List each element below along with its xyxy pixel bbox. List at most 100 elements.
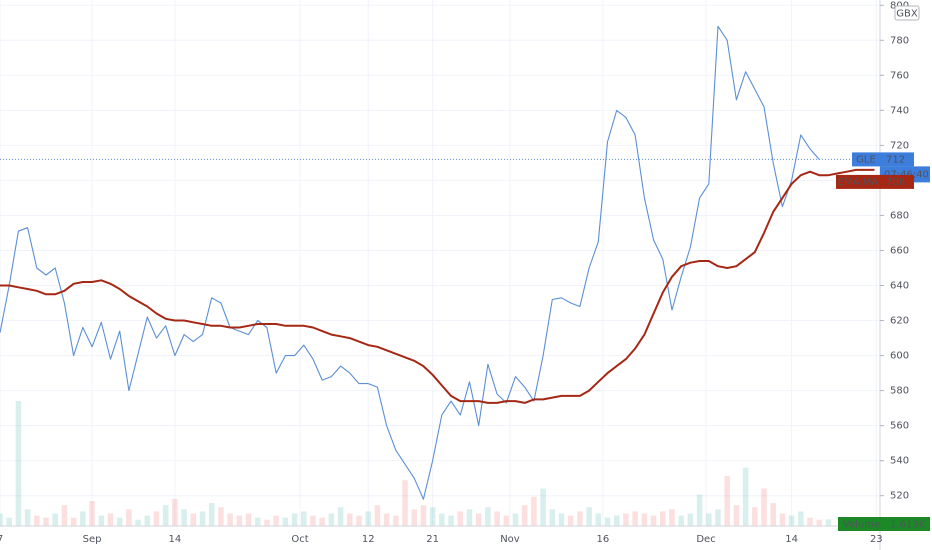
volume-bar — [116, 517, 123, 526]
series-name: EMA:MA — [838, 177, 879, 188]
volume-bar — [347, 513, 353, 526]
volume-bar — [291, 513, 298, 526]
volume-bar — [475, 513, 482, 526]
volume-bar — [521, 505, 528, 526]
volume-bar — [98, 515, 105, 526]
series-name-box — [852, 152, 880, 167]
volume-bar — [107, 513, 114, 526]
volume-bar — [162, 505, 169, 526]
volume-bar — [172, 498, 178, 526]
volume-bar — [254, 517, 261, 526]
volume-bar — [70, 517, 77, 526]
volume-bar — [402, 480, 408, 526]
volume-bar — [227, 513, 233, 526]
volume-bar — [687, 513, 694, 526]
volume-value: 1.613K — [890, 520, 926, 531]
volume-bar — [337, 507, 344, 526]
volume-bar — [135, 519, 141, 526]
volume-bar — [678, 515, 684, 526]
x-tick-label: Nov — [500, 534, 520, 545]
x-tick-label: 23 — [870, 534, 883, 545]
volume-bar — [696, 494, 703, 526]
x-tick-label: Oct — [291, 534, 308, 545]
volume-bar — [632, 511, 638, 526]
y-tick-label: 660 — [890, 245, 909, 256]
volume-bar — [595, 513, 602, 526]
volume-bar — [623, 513, 629, 526]
currency-box — [894, 5, 920, 21]
volume-bar — [724, 476, 730, 526]
volume-bar — [641, 513, 648, 526]
volume-bar — [126, 509, 132, 526]
volume-bar — [512, 513, 519, 526]
volume-bar — [613, 515, 620, 526]
series-line — [0, 168, 875, 404]
y-tick-label: 580 — [890, 386, 909, 397]
x-tick-label: Dec — [696, 534, 715, 545]
y-tick-label: 620 — [890, 316, 909, 327]
volume-bar — [742, 467, 749, 526]
volume-bar — [420, 505, 427, 526]
y-tick-label: 600 — [890, 351, 909, 362]
volume-bar — [181, 509, 187, 526]
volume-bar — [319, 517, 325, 526]
volume-bar — [199, 511, 206, 526]
volume-bar — [669, 509, 675, 526]
volume-bar — [6, 517, 12, 526]
volume-bar — [439, 513, 445, 526]
volume-bar — [218, 507, 224, 526]
volume-bar — [310, 515, 316, 526]
x-tick-label: 21 — [426, 534, 439, 545]
x-tick-label: 14 — [785, 534, 798, 545]
volume-bar — [733, 505, 740, 526]
volume-bar — [448, 515, 454, 526]
x-tick-label: 16 — [597, 534, 610, 545]
volume-bar — [356, 515, 362, 526]
series-line — [0, 25, 820, 500]
volume-bar — [89, 501, 95, 526]
volume-bar — [466, 509, 473, 526]
volume-bar — [770, 503, 776, 526]
volume-bar — [485, 507, 491, 526]
volume-bar — [558, 513, 565, 526]
volume-bar — [788, 515, 795, 526]
volume-bar — [540, 488, 546, 526]
y-tick-label: 520 — [890, 491, 909, 502]
volume-bar — [752, 507, 758, 526]
volume-bar — [365, 511, 371, 526]
volume-bar — [779, 513, 786, 526]
volume-bar — [15, 401, 22, 526]
volume-bar — [328, 513, 335, 526]
last-value: 712 — [886, 154, 905, 165]
volume-bar — [393, 515, 399, 526]
volume-bar — [153, 511, 160, 526]
volume-bar — [586, 507, 592, 526]
last-value: 706 — [886, 177, 905, 188]
volume-bar — [706, 513, 712, 526]
volume-bar — [34, 515, 40, 526]
volume-bar — [807, 517, 813, 526]
x-tick-label: 12 — [362, 534, 375, 545]
volume-bar — [245, 513, 252, 526]
volume-box — [838, 517, 930, 531]
volume-bar — [264, 519, 270, 526]
volume-bar — [567, 515, 574, 526]
volume-bar — [301, 511, 307, 526]
volume-bar — [604, 517, 611, 526]
x-tick-label: 14 — [169, 534, 182, 545]
volume-bar — [429, 507, 436, 526]
volume-bar — [816, 519, 823, 526]
volume-name: Volume — [843, 520, 880, 531]
volume-bar — [273, 515, 279, 526]
volume-bar — [80, 511, 86, 526]
y-tick-label: 720 — [890, 140, 909, 151]
y-tick-label: 540 — [890, 456, 909, 467]
volume-bar — [24, 509, 31, 526]
countdown: 07:46:40 — [884, 169, 929, 180]
x-tick-label: 7 — [0, 534, 3, 545]
volume-bar — [457, 511, 464, 526]
series-name: GLE — [856, 154, 876, 165]
y-tick-label: 760 — [890, 70, 909, 81]
